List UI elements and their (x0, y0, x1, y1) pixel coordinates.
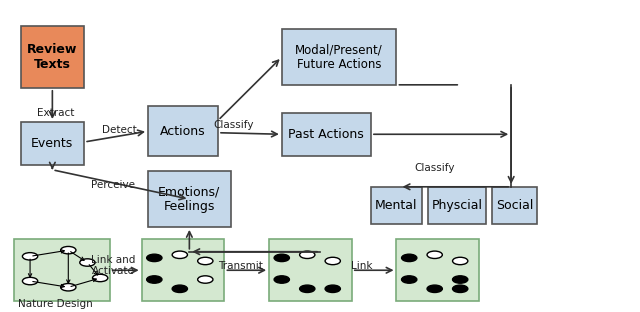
Circle shape (325, 285, 340, 292)
Circle shape (172, 285, 188, 292)
FancyBboxPatch shape (428, 187, 486, 224)
Text: Link: Link (351, 261, 372, 271)
Circle shape (22, 277, 38, 285)
Text: Mental: Mental (375, 199, 418, 212)
FancyBboxPatch shape (282, 113, 371, 156)
Circle shape (401, 254, 417, 261)
FancyBboxPatch shape (148, 106, 218, 156)
Circle shape (300, 251, 315, 259)
Circle shape (198, 257, 213, 265)
Circle shape (198, 276, 213, 283)
Text: Events: Events (31, 137, 74, 150)
Circle shape (80, 259, 95, 266)
Circle shape (401, 276, 417, 283)
FancyBboxPatch shape (492, 187, 537, 224)
Text: Nature Design: Nature Design (18, 299, 93, 309)
Text: Classify: Classify (415, 163, 455, 173)
FancyBboxPatch shape (20, 26, 84, 88)
Circle shape (61, 284, 76, 291)
Text: Actions: Actions (160, 125, 206, 138)
Circle shape (22, 253, 38, 260)
Text: Detect: Detect (102, 124, 137, 135)
Circle shape (452, 257, 468, 265)
Text: Link and
Activate: Link and Activate (91, 255, 135, 276)
Text: Past Actions: Past Actions (289, 128, 364, 141)
Circle shape (93, 274, 108, 282)
Circle shape (325, 257, 340, 265)
FancyBboxPatch shape (141, 239, 225, 301)
Circle shape (172, 251, 188, 259)
Text: Physcial: Physcial (431, 199, 483, 212)
Text: Modal/Present/
Future Actions: Modal/Present/ Future Actions (295, 43, 383, 71)
Text: Social: Social (495, 199, 533, 212)
Text: Review
Texts: Review Texts (27, 43, 77, 71)
FancyBboxPatch shape (20, 122, 84, 165)
Text: Emotions/
Feelings: Emotions/ Feelings (158, 185, 221, 213)
Circle shape (274, 276, 289, 283)
Circle shape (274, 254, 289, 261)
Circle shape (427, 285, 442, 292)
Circle shape (147, 254, 162, 261)
FancyBboxPatch shape (396, 239, 479, 301)
FancyBboxPatch shape (282, 29, 396, 85)
FancyBboxPatch shape (14, 239, 109, 301)
Circle shape (147, 276, 162, 283)
Text: Extract: Extract (37, 108, 74, 118)
Circle shape (452, 276, 468, 283)
Text: Perceive: Perceive (91, 180, 135, 190)
Text: Transmit: Transmit (218, 261, 263, 271)
FancyBboxPatch shape (371, 187, 422, 224)
Circle shape (61, 246, 76, 254)
Circle shape (452, 285, 468, 292)
FancyBboxPatch shape (148, 171, 231, 227)
FancyBboxPatch shape (269, 239, 352, 301)
Circle shape (427, 251, 442, 259)
Text: Classify: Classify (214, 120, 254, 130)
Circle shape (300, 285, 315, 292)
